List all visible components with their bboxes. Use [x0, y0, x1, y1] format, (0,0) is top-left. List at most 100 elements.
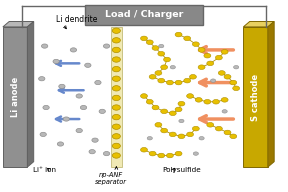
Circle shape	[112, 57, 120, 62]
Circle shape	[169, 111, 176, 116]
Circle shape	[230, 134, 237, 139]
Circle shape	[230, 80, 237, 85]
Circle shape	[76, 94, 82, 98]
Circle shape	[190, 74, 196, 79]
Circle shape	[187, 132, 194, 137]
Circle shape	[199, 137, 204, 140]
Circle shape	[112, 86, 120, 91]
Circle shape	[152, 46, 159, 50]
Circle shape	[221, 98, 228, 102]
Circle shape	[146, 99, 153, 104]
Circle shape	[169, 132, 176, 137]
Circle shape	[159, 44, 164, 48]
Circle shape	[112, 95, 120, 101]
Circle shape	[112, 76, 120, 81]
Circle shape	[222, 110, 227, 113]
Circle shape	[112, 134, 120, 139]
Circle shape	[187, 94, 194, 98]
Circle shape	[89, 150, 95, 154]
Polygon shape	[243, 22, 274, 27]
Circle shape	[57, 142, 64, 146]
Circle shape	[175, 151, 182, 156]
Circle shape	[224, 130, 231, 135]
Circle shape	[149, 151, 156, 156]
Circle shape	[184, 78, 191, 83]
Circle shape	[161, 65, 168, 70]
Circle shape	[204, 53, 211, 58]
Circle shape	[207, 61, 214, 66]
Circle shape	[39, 77, 45, 81]
Circle shape	[166, 153, 173, 158]
Text: Li⁺ ion: Li⁺ ion	[33, 167, 56, 173]
Circle shape	[112, 38, 120, 43]
Circle shape	[141, 147, 147, 152]
Circle shape	[175, 80, 182, 85]
Circle shape	[221, 50, 228, 54]
Circle shape	[41, 44, 48, 48]
Polygon shape	[268, 22, 274, 167]
Text: np-ANF
separator: np-ANF separator	[95, 172, 127, 185]
Circle shape	[141, 94, 147, 98]
Circle shape	[211, 79, 216, 82]
Bar	[111, 27, 122, 167]
Circle shape	[53, 59, 59, 64]
Circle shape	[112, 114, 120, 120]
Circle shape	[85, 63, 91, 67]
Circle shape	[218, 71, 225, 75]
Text: Li anode: Li anode	[11, 77, 20, 117]
Circle shape	[63, 117, 69, 121]
Circle shape	[198, 65, 205, 70]
Circle shape	[207, 122, 214, 127]
Circle shape	[215, 126, 222, 131]
Polygon shape	[27, 22, 34, 167]
Text: S cathode: S cathode	[251, 73, 260, 121]
Polygon shape	[3, 22, 34, 27]
Circle shape	[146, 40, 153, 45]
Circle shape	[233, 86, 240, 91]
Circle shape	[112, 124, 120, 129]
Circle shape	[175, 107, 182, 112]
Circle shape	[99, 109, 105, 113]
Circle shape	[76, 128, 82, 133]
Circle shape	[80, 105, 87, 110]
Circle shape	[198, 48, 205, 52]
Circle shape	[103, 44, 110, 48]
Circle shape	[195, 98, 202, 102]
Circle shape	[152, 105, 159, 110]
Circle shape	[112, 66, 120, 72]
Circle shape	[103, 151, 110, 156]
Circle shape	[215, 55, 222, 60]
Circle shape	[213, 99, 219, 104]
Bar	[3, 27, 27, 167]
Text: Load / Charger: Load / Charger	[105, 10, 183, 19]
Circle shape	[40, 132, 46, 137]
Circle shape	[158, 78, 165, 83]
FancyBboxPatch shape	[85, 5, 203, 25]
Circle shape	[112, 28, 120, 33]
Circle shape	[95, 80, 101, 85]
Circle shape	[175, 32, 182, 37]
Circle shape	[70, 48, 77, 52]
Circle shape	[158, 51, 165, 56]
Circle shape	[92, 138, 98, 142]
Circle shape	[158, 153, 165, 158]
Circle shape	[155, 71, 162, 75]
Circle shape	[141, 36, 147, 41]
Circle shape	[112, 47, 120, 53]
Circle shape	[112, 153, 120, 158]
Circle shape	[204, 99, 211, 104]
Circle shape	[178, 134, 185, 139]
Circle shape	[192, 42, 199, 46]
Circle shape	[234, 65, 239, 69]
Circle shape	[147, 137, 152, 140]
Circle shape	[184, 36, 191, 41]
Circle shape	[164, 57, 170, 62]
Circle shape	[43, 105, 49, 110]
Circle shape	[112, 143, 120, 149]
Circle shape	[166, 80, 173, 85]
Circle shape	[161, 109, 168, 114]
Bar	[243, 27, 268, 167]
Circle shape	[179, 119, 184, 123]
Circle shape	[193, 152, 198, 155]
Circle shape	[178, 101, 185, 106]
